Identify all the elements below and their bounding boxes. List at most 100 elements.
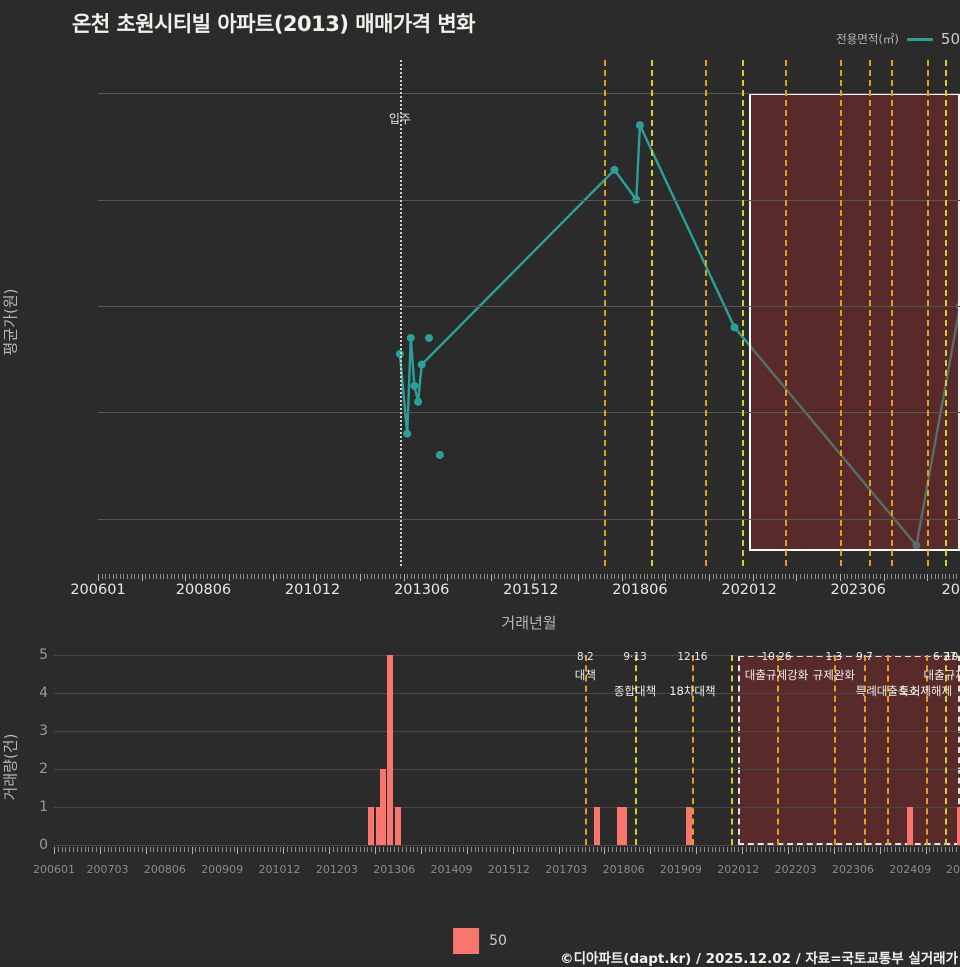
policy-marker-line [650, 60, 653, 566]
volume-x-tick-label: 202012 [717, 863, 760, 876]
volume-x-tick-label: 202409 [889, 863, 932, 876]
volume-chart-plot-area: 거래량(건) 0 1 2 3 4 5 8·2 대책 9·13 종합대책 12·16 18차대책 10·2… [2, 647, 960, 880]
volume-bar [379, 769, 386, 845]
volume-y-axis-label: 거래량(건) [1, 733, 20, 801]
policy-marker-line [785, 60, 788, 566]
policy-marker-line-volume [635, 655, 638, 845]
legend-line-swatch [906, 37, 933, 41]
volume-bar [685, 807, 692, 845]
policy-marker-line-volume [776, 655, 779, 845]
policy-marker-date: 10·15 [944, 651, 960, 663]
price-x-tick-label: 201012 [284, 582, 341, 598]
footer-credit: ©디아파트(dapt.kr) / 2025.12.02 / 자료=국토교통부 실… [560, 951, 958, 967]
price-chart-plot-area: 평균가(원) 거래년월 1.2억1.3억1.4억1.5억1.6억입주200601… [2, 60, 960, 632]
policy-marker-date: 9·13 [623, 651, 647, 663]
volume-gridline [54, 807, 960, 808]
movein-label: 입주 [388, 112, 411, 126]
policy-marker-line-volume [730, 655, 733, 845]
volume-x-tick-label: 201203 [315, 863, 358, 876]
policy-marker-line-volume [887, 655, 890, 845]
volume-x-tick-label: 201409 [430, 863, 473, 876]
volume-bar [593, 807, 600, 845]
legend-area-label: 전용면적(㎡) [836, 32, 899, 46]
legend-volume-chart: 50 [453, 928, 507, 954]
volume-gridline [54, 845, 960, 846]
volume-gridline [54, 769, 960, 770]
price-data-point [414, 397, 423, 406]
movein-marker-line [399, 60, 402, 566]
volume-y-tick-label: 0 [39, 837, 48, 853]
policy-marker-name: 18차대책 [669, 684, 716, 698]
volume-y-tick-label: 3 [39, 723, 48, 739]
volume-gridline [54, 693, 960, 694]
price-x-tick-label: 201512 [503, 582, 559, 598]
page-title: 온천 초원시티빌 아파트(2013) 매매가격 변화 [72, 12, 476, 36]
price-x-axis-label: 거래년월 [501, 614, 557, 632]
volume-y-tick-label: 5 [39, 647, 48, 663]
price-data-point [410, 381, 419, 390]
price-data-point [730, 323, 739, 332]
volume-y-tick-label: 2 [39, 761, 48, 777]
volume-x-tick-label: 201703 [545, 863, 588, 876]
policy-marker-line-volume [925, 655, 928, 845]
price-data-point [912, 541, 921, 550]
policy-marker-name: 종합대책 [613, 684, 657, 698]
volume-x-tick-label: 201306 [373, 863, 416, 876]
volume-bar [616, 807, 623, 845]
volume-gridline [54, 731, 960, 732]
volume-x-tick-label: 201909 [659, 863, 702, 876]
price-data-point [424, 333, 433, 342]
price-data-point [406, 333, 415, 342]
volume-x-tick-label: 201806 [602, 863, 645, 876]
volume-y-tick-label: 1 [39, 799, 48, 815]
policy-marker-date: 6·27 [933, 651, 957, 663]
volume-x-axis-ruler [54, 847, 960, 854]
policy-marker-line-volume [692, 655, 695, 845]
price-x-tick-label: 201806 [612, 582, 668, 598]
policy-marker-date: 9·7 [856, 651, 873, 663]
legend-series-value: 50 [940, 30, 960, 48]
policy-marker-line [603, 60, 606, 566]
policy-marker-line-volume [864, 655, 867, 845]
policy-marker-name: 규제완화 [812, 668, 856, 682]
policy-marker-line [705, 60, 708, 566]
volume-x-tick-label: 200806 [143, 863, 186, 876]
legend-bar-swatch [453, 928, 480, 954]
price-x-tick-label: 202306 [830, 582, 886, 598]
price-x-tick-label: 202012 [721, 582, 777, 598]
policy-marker-name: 대책 [574, 668, 596, 682]
policy-marker-line [869, 60, 872, 566]
policy-marker-line-volume [944, 655, 947, 845]
volume-bar [387, 655, 394, 845]
volume-x-tick-label: 202306 [831, 863, 874, 876]
volume-x-tick-label: 201012 [258, 863, 301, 876]
policy-marker-line [839, 60, 842, 566]
volume-x-tick-label: 2025 [946, 863, 960, 876]
policy-marker-line [945, 60, 948, 566]
price-gridline [98, 93, 960, 95]
volume-x-tick-label: 201512 [487, 863, 530, 876]
price-x-axis-ruler [98, 574, 960, 581]
volume-highlight-region [738, 655, 960, 845]
policy-marker-name: 대출규제 [923, 668, 960, 682]
volume-x-tick-label: 202203 [774, 863, 817, 876]
volume-bar [368, 807, 375, 845]
price-data-point [610, 165, 619, 174]
volume-x-tick-label: 200703 [86, 863, 129, 876]
volume-bar [907, 807, 914, 845]
policy-marker-name: 대출규제강화 [744, 668, 809, 682]
volume-x-tick-label: 200909 [201, 863, 244, 876]
price-data-point [635, 121, 644, 130]
legend-bar-value: 50 [489, 933, 507, 949]
policy-marker-date: 12·16 [677, 651, 708, 663]
volume-bar [375, 807, 382, 845]
price-x-tick-label: 200806 [175, 582, 232, 598]
policy-marker-date: 8·2 [577, 651, 594, 663]
price-x-tick-label: 201306 [394, 582, 450, 598]
price-highlight-region [749, 93, 960, 551]
policy-marker-date: 1·3 [825, 651, 843, 663]
price-data-point [435, 450, 444, 459]
volume-bar [395, 807, 402, 845]
volume-y-tick-label: 4 [39, 685, 48, 701]
